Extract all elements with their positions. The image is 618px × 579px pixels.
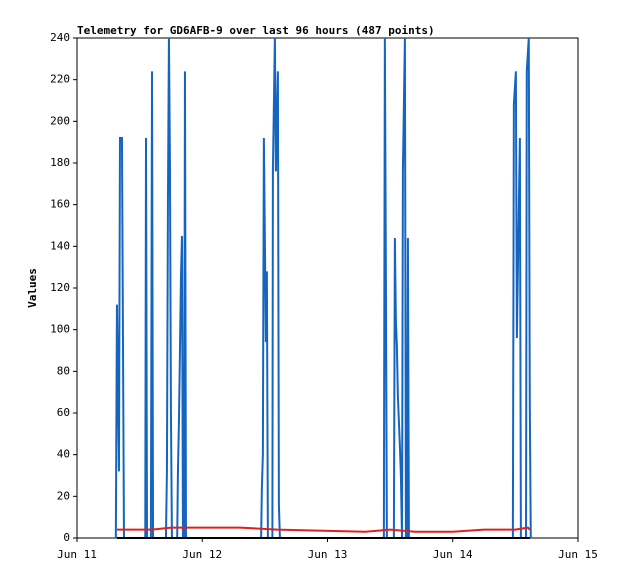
series-line — [116, 526, 531, 533]
x-tick-label: Jun 12 — [182, 548, 222, 561]
x-tick-label: Jun 11 — [57, 548, 97, 561]
x-tick-label: Jun 15 — [558, 548, 598, 561]
y-tick-label: 20 — [57, 489, 70, 502]
y-tick-label: 60 — [57, 406, 70, 419]
y-tick-label: 200 — [50, 114, 70, 127]
y-tick-label: 120 — [50, 281, 70, 294]
y-tick-label: 240 — [50, 31, 70, 44]
y-tick-label: 40 — [57, 448, 70, 461]
x-tick-label: Jun 14 — [433, 548, 473, 561]
y-tick-label: 160 — [50, 198, 70, 211]
y-tick-label: 140 — [50, 239, 70, 252]
y-tick-label: 180 — [50, 156, 70, 169]
chart-title: Telemetry for GD6AFB-9 over last 96 hour… — [77, 24, 435, 37]
y-axis-label: Values — [26, 268, 39, 308]
x-tick-label: Jun 13 — [308, 548, 348, 561]
y-tick-label: 220 — [50, 73, 70, 86]
y-tick-label: 0 — [63, 531, 70, 544]
y-tick-label: 80 — [57, 364, 70, 377]
y-tick-label: 100 — [50, 323, 70, 336]
